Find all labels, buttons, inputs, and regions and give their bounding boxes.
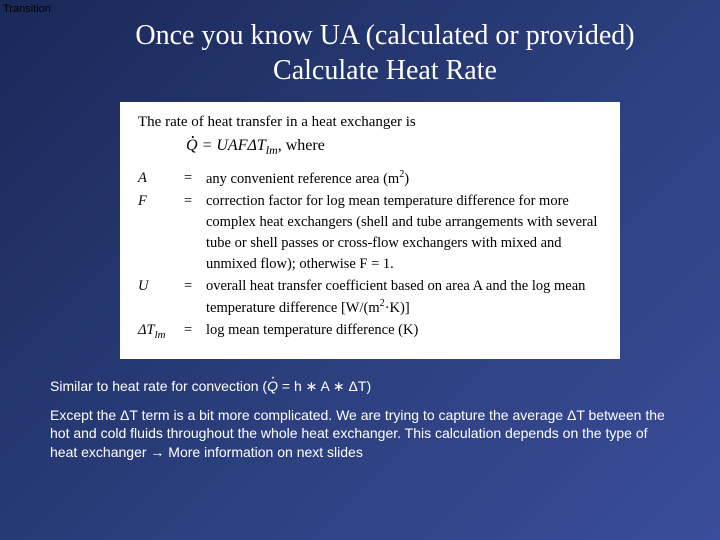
intro-text: The rate of heat transfer in a heat exch… [138,114,602,131]
formula-body: = UAFΔT [198,137,266,154]
def-text-dTlm: log mean temperature difference (K) [206,320,602,344]
formula-subscript: lm [266,143,278,157]
def-row-F: F = correction factor for log mean tempe… [138,191,602,275]
note-convection: Similar to heat rate for convection (Q =… [50,377,670,396]
title-line-1: Once you know UA (calculated or provided… [135,20,634,51]
title-line-2: Calculate Heat Rate [273,55,497,86]
slide-notes: Similar to heat rate for convection (Q =… [50,377,670,463]
definition-box: The rate of heat transfer in a heat exch… [120,102,620,359]
note-explanation: Except the ΔT term is a bit more complic… [50,406,670,463]
formula-suffix: , where [278,137,325,154]
transition-label: Transition [3,3,51,15]
def-text-A: any convenient reference area (m2) [206,168,602,190]
slide-title: Once you know UA (calculated or provided… [0,0,720,96]
def-eq: = [184,276,206,319]
def-sym-A: A [138,168,184,190]
q-dot-note: Q [267,377,278,396]
def-eq: = [184,320,206,344]
def-row-dTlm: ΔTlm = log mean temperature difference (… [138,320,602,344]
def-sym-F: F [138,191,184,275]
def-eq: = [184,191,206,275]
def-row-A: A = any convenient reference area (m2) [138,168,602,190]
def-text-U: overall heat transfer coefficient based … [206,276,602,319]
def-sym-dTlm: ΔTlm [138,320,184,344]
def-eq: = [184,168,206,190]
q-dot-symbol: Q [186,137,198,155]
def-sym-U: U [138,276,184,319]
def-text-F: correction factor for log mean temperatu… [206,191,602,275]
def-row-U: U = overall heat transfer coefficient ba… [138,276,602,319]
heat-rate-formula: Q = UAFΔTlm, where [186,137,602,158]
